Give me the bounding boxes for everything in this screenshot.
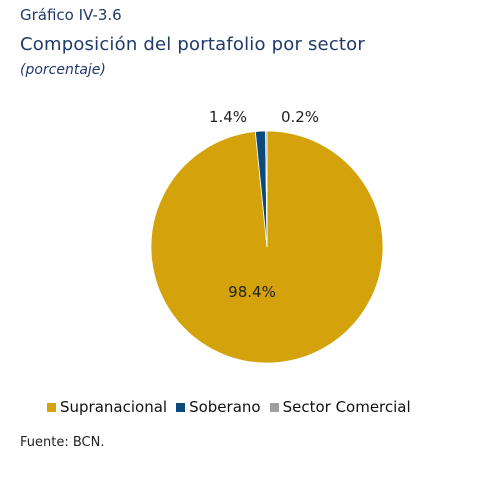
data-label-supranacional: 98.4%	[228, 283, 276, 301]
chart-title: Composición del portafolio por sector	[20, 34, 365, 55]
chart-subtitle: (porcentaje)	[20, 62, 106, 78]
legend: Supranacional Soberano Sector Comercial	[47, 398, 420, 416]
pie-chart: 98.4% 1.4% 0.2%	[150, 108, 384, 364]
legend-swatch-soberano	[176, 402, 186, 412]
data-label-sector-comercial: 0.2%	[281, 108, 319, 126]
legend-label-soberano: Soberano	[189, 398, 261, 416]
data-label-soberano: 1.4%	[209, 108, 247, 126]
pie-slice-sector-comercial	[265, 130, 268, 248]
legend-item-soberano: Soberano	[176, 398, 261, 416]
source-note: Fuente: BCN.	[20, 435, 105, 450]
figure-label: Gráfico IV-3.6	[20, 6, 122, 24]
legend-label-sector-comercial: Sector Comercial	[282, 398, 411, 416]
legend-swatch-supranacional	[47, 402, 56, 412]
legend-label-supranacional: Supranacional	[60, 398, 168, 416]
legend-swatch-sector-comercial	[269, 402, 279, 412]
legend-item-supranacional: Supranacional	[47, 398, 167, 416]
legend-item-sector-comercial: Sector Comercial	[269, 398, 411, 416]
